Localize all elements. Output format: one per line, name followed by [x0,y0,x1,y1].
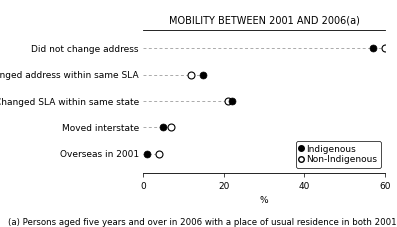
Title: MOBILITY BETWEEN 2001 AND 2006(a): MOBILITY BETWEEN 2001 AND 2006(a) [169,16,359,26]
X-axis label: %: % [260,196,268,205]
Legend: Indigenous, Non-Indigenous: Indigenous, Non-Indigenous [296,141,381,168]
Text: (a) Persons aged five years and over in 2006 with a place of usual residence in : (a) Persons aged five years and over in … [8,218,397,227]
